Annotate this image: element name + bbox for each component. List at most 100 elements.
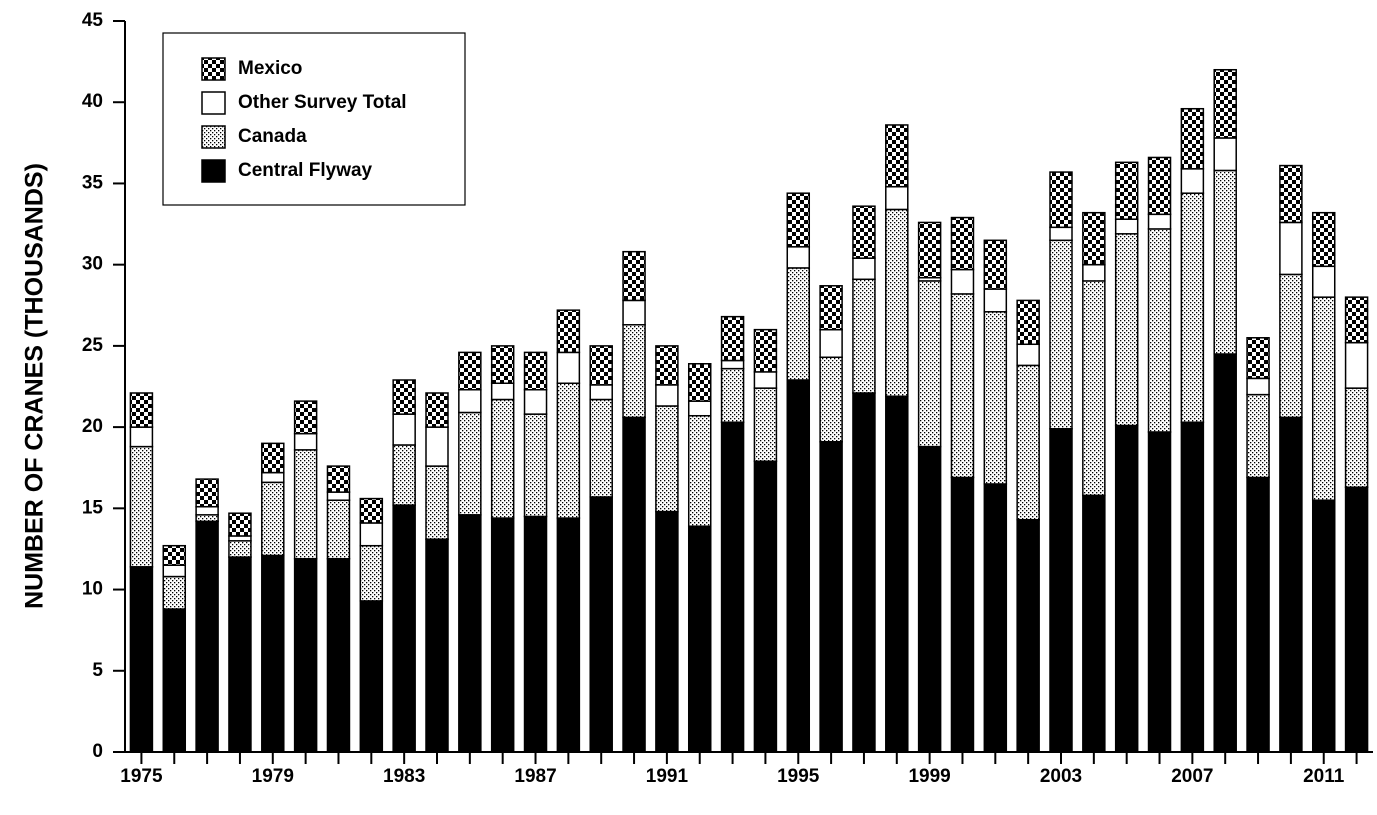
x-tick-label: 2007 xyxy=(1171,766,1213,787)
bar-segment xyxy=(720,359,745,370)
bar-segment xyxy=(655,510,679,753)
bar-segment xyxy=(622,324,646,419)
bar-segment xyxy=(983,311,1008,485)
bar-segment xyxy=(1082,263,1106,282)
bar-segment xyxy=(195,505,219,516)
bar-segment xyxy=(1114,218,1139,235)
bar-segment xyxy=(885,185,909,211)
bar-segment xyxy=(1147,156,1172,216)
bar-segment xyxy=(1082,494,1106,753)
bar-segment xyxy=(523,351,548,391)
bar-segment xyxy=(950,293,975,479)
y-tick-label: 40 xyxy=(82,91,103,112)
bar-segment xyxy=(1114,233,1139,427)
bar-segment xyxy=(917,445,942,753)
bar-segment xyxy=(392,504,416,753)
x-tick-label: 1987 xyxy=(514,766,556,787)
bar-segment xyxy=(983,288,1008,313)
bar-segment xyxy=(885,124,909,188)
bar-segment xyxy=(1049,239,1073,430)
bar-segment xyxy=(195,520,219,753)
bar-segment xyxy=(129,392,154,428)
bar-segment xyxy=(556,309,581,354)
bar-segment xyxy=(1344,296,1369,344)
bar-segment xyxy=(1016,518,1040,753)
bar-segment xyxy=(786,246,811,269)
bar-segment xyxy=(392,379,416,415)
bar-segment xyxy=(1180,421,1205,753)
bar-segment xyxy=(1016,299,1040,346)
bar-segment xyxy=(950,476,975,753)
bar-segment xyxy=(1279,273,1303,419)
bar-segment xyxy=(1049,226,1073,242)
bar-segment xyxy=(687,363,712,402)
bar-segment xyxy=(983,239,1008,290)
bar-segment xyxy=(359,600,384,753)
bar-segment xyxy=(293,432,318,451)
bar-segment xyxy=(983,483,1008,753)
bar-segment xyxy=(261,442,285,474)
bar-segment xyxy=(655,405,679,513)
bar-segment xyxy=(359,497,384,524)
bar-segment xyxy=(622,299,646,326)
bar-segment xyxy=(556,517,581,753)
bar-segment xyxy=(326,557,351,753)
bar-segment xyxy=(1246,337,1270,380)
bar-segment xyxy=(917,221,942,279)
bar-segment xyxy=(228,540,252,558)
bar-segment xyxy=(1279,164,1303,224)
bar-segment xyxy=(195,478,219,508)
bar-segment xyxy=(1311,265,1336,298)
legend-swatch xyxy=(201,57,226,81)
bar-segment xyxy=(1213,68,1237,139)
bar-segment xyxy=(490,382,515,401)
bar-segment xyxy=(523,388,548,415)
bar-segment xyxy=(556,382,581,519)
y-tick-label: 35 xyxy=(82,172,104,193)
bar-segment xyxy=(885,395,909,753)
bar-segment xyxy=(359,544,384,602)
bar-segment xyxy=(326,491,351,501)
y-tick-label: 45 xyxy=(82,10,104,31)
bar-segment xyxy=(1114,161,1139,220)
bar-segment xyxy=(950,268,975,295)
bar-segment xyxy=(162,544,187,566)
bar-segment xyxy=(228,512,252,537)
bar-segment xyxy=(458,514,482,753)
bar-segment xyxy=(1016,343,1040,367)
bar-segment xyxy=(458,411,482,516)
bar-segment xyxy=(293,449,318,560)
legend-swatch xyxy=(201,159,226,183)
bar-segment xyxy=(819,440,843,753)
y-tick-label: 25 xyxy=(82,335,104,356)
bar-segment xyxy=(228,556,252,753)
x-tick-label: 2003 xyxy=(1040,766,1082,787)
bar-segment xyxy=(1311,296,1336,501)
bar-segment xyxy=(162,564,187,578)
bar-segment xyxy=(425,426,449,467)
bar-segment xyxy=(1213,137,1237,172)
bar-segment xyxy=(523,413,548,518)
bar-segment xyxy=(261,554,285,753)
bar-segment xyxy=(1049,171,1073,229)
y-tick-label: 20 xyxy=(82,416,103,437)
bar-segment xyxy=(1114,424,1139,753)
bar-segment xyxy=(359,522,384,547)
bar-segment xyxy=(458,351,482,391)
bar-segment xyxy=(1180,107,1205,170)
bar-segment xyxy=(1147,431,1172,753)
bar-segment xyxy=(622,250,646,302)
bar-segment xyxy=(293,400,318,435)
bar-segment xyxy=(392,444,416,506)
bar-segment xyxy=(458,388,482,414)
bar-segment xyxy=(425,465,449,540)
bar-segment xyxy=(753,371,778,389)
bar-segment xyxy=(490,345,515,385)
bar-segment xyxy=(885,208,909,397)
bar-segment xyxy=(1180,192,1205,423)
bar-segment xyxy=(1246,476,1270,753)
legend-label: Mexico xyxy=(238,58,302,79)
x-tick-label: 1995 xyxy=(777,766,820,787)
bar-segment xyxy=(786,267,811,381)
